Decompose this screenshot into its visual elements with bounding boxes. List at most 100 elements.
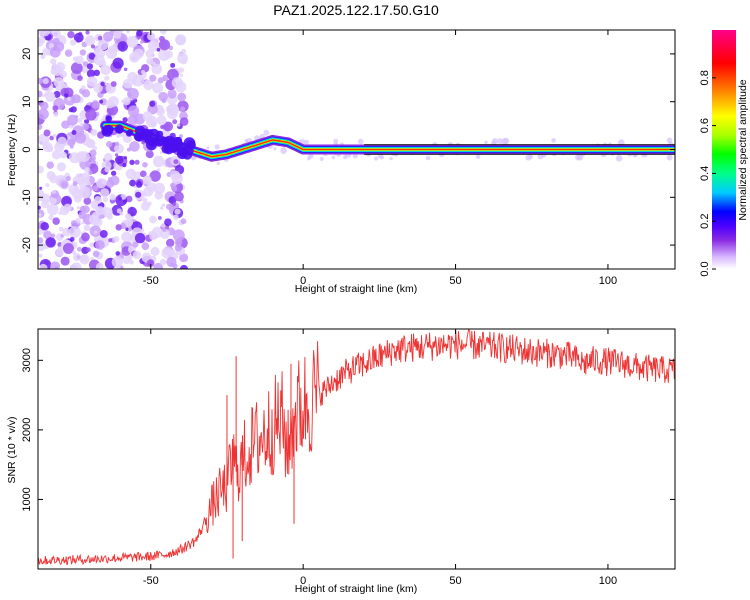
spectrogram-noise-blob (119, 211, 124, 216)
spectrogram-panel: -50 0 50 100 -20 -10 0 10 20 Height of straight … (6, 29, 676, 295)
spectrogram-noise-blob (132, 250, 142, 260)
spectrogram-noise-blob (112, 57, 124, 69)
colorbar-tick-label: 0.8 (699, 70, 711, 85)
spectrogram-noise-blob (165, 238, 175, 248)
spectrogram-noise-blob (70, 262, 82, 269)
spectrogram-noise-blob (174, 191, 184, 202)
spectrogram-noise-blob (145, 49, 155, 58)
spectrogram-noise-blob (173, 159, 179, 165)
spectrogram-noise-blob (164, 249, 171, 256)
spectrogram-noise-blob (75, 55, 84, 65)
spectrogram-noise-blob (146, 259, 155, 268)
spectrogram-noise-blob (175, 35, 186, 46)
spectrogram-ridge-blob (153, 136, 161, 144)
spectrogram-noise-blob (38, 241, 46, 252)
spectrogram-noise-blob (62, 228, 71, 237)
spectrogram-noise-blob (135, 191, 142, 198)
spectrogram-noise-blob (156, 168, 161, 172)
spectrogram-ridge-blob (105, 115, 112, 123)
spectrogram-noise-blob (83, 197, 92, 205)
spectrogram-noise-blob (122, 97, 131, 106)
spectrogram-noise-blob (61, 120, 70, 129)
spectrogram-noise-blob (76, 246, 82, 252)
spectrogram-halo-blob (352, 153, 358, 159)
spectrogram-noise-blob (60, 234, 64, 238)
spectrogram-noise-blob (136, 181, 143, 188)
spectrogram-noise-blob (38, 108, 49, 120)
spectrogram-noise-blob (48, 214, 54, 221)
spectrogram-noise-blob (127, 87, 139, 100)
colorbar-tick-label: 0.4 (699, 166, 711, 181)
spectrogram-halo-blob (475, 154, 481, 160)
spectrogram-noise-blob (104, 166, 111, 173)
spectrogram-halo-blob (331, 155, 336, 160)
spectrogram-noise-blob (179, 253, 189, 263)
spectrogram-noise-blob (58, 226, 64, 232)
spectrogram-halo-blob (273, 147, 277, 151)
spectrogram-noise-blob (52, 190, 56, 194)
spectrogram-noise-blob (151, 122, 156, 127)
spectrogram-noise-blob (38, 90, 43, 98)
spectrogram-noise-blob (99, 188, 110, 198)
spectrogram-halo-blob (206, 146, 210, 150)
spectrogram-xtick-label: 0 (300, 275, 306, 287)
spectrogram-noise-blob (99, 99, 104, 104)
snr-panel: -50 0 50 100 1000 2000 3000 Height of straight… (6, 328, 676, 595)
spectrogram-noise-blob (133, 48, 144, 59)
spectrogram-noise-blob (120, 265, 124, 269)
spectrogram-noise-blob (65, 175, 71, 182)
spectrogram-noise-blob (38, 124, 43, 130)
spectrogram-noise-blob (170, 62, 176, 68)
spectrogram-ridge-blob (178, 146, 189, 158)
spectrogram-halo-blob (503, 137, 510, 145)
spectrogram-noise-blob (139, 40, 144, 44)
spectrogram-noise-blob (79, 49, 87, 56)
spectrogram-noise-blob (97, 35, 103, 41)
spectrogram-noise-blob (102, 31, 114, 42)
spectrogram-noise-blob (172, 202, 176, 207)
spectrogram-noise-blob (149, 100, 156, 107)
spectrogram-noise-blob (122, 78, 133, 89)
spectrogram-noise-blob (51, 64, 63, 76)
spectrogram-noise-blob (123, 67, 128, 72)
spectrogram-noise-blob (97, 39, 109, 51)
spectrogram-noise-blob (150, 246, 160, 257)
spectrogram-halo-blob (343, 155, 348, 160)
spectrogram-noise-blob (71, 94, 81, 104)
spectrogram-noise-blob (69, 39, 77, 46)
spectrogram-noise-blob (125, 195, 133, 203)
spectrogram-noise-blob (45, 237, 56, 248)
spectrogram-noise-blob (156, 47, 161, 52)
spectrogram-noise-blob (110, 81, 117, 87)
spectrogram-noise-blob (38, 189, 45, 201)
spectrogram-noise-blob (149, 215, 157, 224)
spectrogram-ridge-blob (135, 133, 144, 142)
spectrogram-noise-blob (164, 218, 172, 227)
spectrogram-noise-blob (93, 50, 98, 55)
figure-title: PAZ1.2025.122.17.50.G10 (273, 2, 439, 18)
spectrogram-noise-blob (153, 182, 166, 195)
spectrogram-halo-blob (319, 156, 324, 161)
spectrogram-noise-blob (147, 32, 156, 41)
spectrogram-noise-blob (143, 79, 154, 91)
spectrogram-halo-blob (333, 138, 339, 144)
colorbar-ticks: 0.0 0.2 0.4 0.6 0.8 (699, 70, 716, 277)
spectrogram-noise-blob (86, 69, 96, 78)
spectrogram-halo-blob (425, 155, 431, 161)
spectrogram-noise-blob (83, 224, 91, 232)
spectrogram-noise-blob (100, 64, 111, 76)
spectrogram-noise-blob (121, 231, 132, 243)
spectrogram-noise-blob (43, 230, 52, 240)
spectrogram-noise-blob (82, 123, 90, 131)
spectrogram-noise-blob (170, 182, 176, 188)
spectrogram-noise-blob (180, 264, 188, 269)
spectrogram-noise-blob (42, 142, 53, 153)
spectrogram-noise-blob (57, 136, 67, 147)
snr-xtick-label: 0 (300, 575, 306, 587)
spectrogram-noise-blob (152, 155, 165, 168)
spectrogram-noise-blob (108, 238, 113, 243)
spectrogram-noise-blob (46, 89, 50, 93)
spectrogram-noise-blob (62, 242, 74, 254)
spectrogram-noise-blob (42, 94, 46, 98)
